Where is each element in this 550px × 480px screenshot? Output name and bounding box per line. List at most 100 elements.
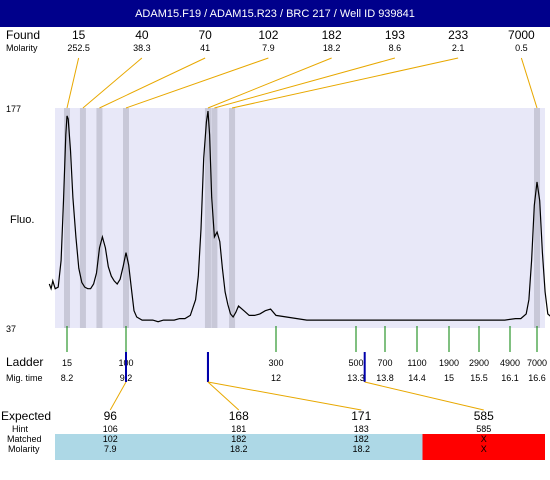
expected-values: 96 168 171 585 — [104, 409, 495, 423]
matched-value: 182 — [231, 434, 246, 444]
ladder-size: 700 — [377, 358, 392, 368]
molarity-label: Molarity — [6, 43, 38, 53]
hint-values: 106 181 183 585 — [103, 424, 492, 434]
found-link — [82, 57, 143, 109]
found-size: 193 — [385, 28, 405, 42]
found-molarity: 18.2 — [323, 43, 341, 53]
found-molarity: 0.5 — [515, 43, 528, 53]
found-molarity: 2.1 — [452, 43, 465, 53]
expected-value: 96 — [104, 409, 118, 423]
found-link — [125, 57, 269, 109]
found-peak-bands — [64, 108, 540, 328]
found-size: 15 — [72, 28, 86, 42]
ladder-size: 2900 — [469, 358, 489, 368]
found-band — [123, 108, 129, 328]
found-peak-links — [66, 57, 538, 109]
expected-value: 168 — [229, 409, 249, 423]
expected-value: 585 — [474, 409, 494, 423]
found-molarity: 7.9 — [262, 43, 275, 53]
found-link — [231, 57, 459, 109]
molarity-value: 18.2 — [352, 444, 370, 454]
found-band — [229, 108, 236, 328]
found-label: Found — [6, 28, 40, 42]
matched-label: Matched — [7, 434, 42, 444]
found-band — [534, 108, 540, 328]
matched-value: X — [481, 434, 487, 444]
matched-cells — [55, 434, 545, 460]
ladder-size: 300 — [268, 358, 283, 368]
ladder-size-labels: 1510030050070011001900290049007000 — [62, 358, 547, 368]
found-molarity: 41 — [200, 43, 210, 53]
found-link — [520, 57, 538, 109]
hint-value: 106 — [103, 424, 118, 434]
ladder-size: 7000 — [527, 358, 547, 368]
ladder-size: 4900 — [500, 358, 520, 368]
found-molarity-labels: 252.5 38.3 41 7.9 18.2 8.6 2.1 0.5 — [67, 43, 527, 53]
plot-area — [55, 108, 545, 328]
ladder-label: Ladder — [6, 355, 43, 369]
hint-value: 181 — [231, 424, 246, 434]
found-size: 233 — [448, 28, 468, 42]
ladder-ticks — [66, 326, 538, 352]
ladder-time: 16.6 — [528, 373, 546, 383]
ladder-size: 500 — [348, 358, 363, 368]
molarity-value: 7.9 — [104, 444, 117, 454]
expected-label: Expected — [1, 409, 51, 423]
found-size: 182 — [322, 28, 342, 42]
hint-value: 585 — [476, 424, 491, 434]
y-min-label: 37 — [6, 324, 16, 334]
ladder-time: 13.8 — [376, 373, 394, 383]
molarity-row-label: Molarity — [8, 444, 40, 454]
found-link — [207, 57, 332, 109]
expected-link — [207, 381, 362, 411]
ladder-time: 15 — [444, 373, 454, 383]
expected-link — [109, 381, 127, 411]
y-max-label: 177 — [6, 104, 21, 114]
window-title: ADAM15.F19 / ADAM15.R23 / BRC 217 / Well… — [0, 0, 550, 27]
found-size: 70 — [198, 28, 212, 42]
found-molarity: 8.6 — [389, 43, 402, 53]
matched-value: 102 — [103, 434, 118, 444]
molarity-values: 7.9 18.2 18.2 X — [104, 444, 487, 454]
found-link — [66, 57, 80, 109]
found-link — [99, 57, 206, 109]
found-size: 40 — [135, 28, 149, 42]
matched-cell — [177, 434, 300, 460]
ladder-size: 1100 — [407, 358, 426, 368]
found-molarity: 252.5 — [67, 43, 90, 53]
matched-cell — [300, 434, 423, 460]
found-link — [214, 57, 396, 109]
found-band — [64, 108, 70, 328]
found-size-labels: 15 40 70 102 182 193 233 7000 — [72, 28, 535, 42]
mig-time-label: Mig. time — [6, 373, 43, 383]
found-band — [79, 108, 86, 328]
ladder-size: 15 — [62, 358, 72, 368]
expected-value: 171 — [351, 409, 371, 423]
matched-values: 102 182 182 X — [103, 434, 487, 444]
expected-link — [364, 381, 484, 411]
expected-link — [207, 381, 240, 411]
fluo-label: Fluo. — [10, 214, 34, 226]
ladder-time: 13.3 — [347, 373, 365, 383]
ladder-size: 1900 — [439, 358, 459, 368]
molarity-value: 18.2 — [230, 444, 248, 454]
found-band — [96, 108, 103, 328]
molarity-value: X — [481, 444, 487, 454]
found-band — [211, 108, 218, 328]
ladder-time: 16.1 — [501, 373, 519, 383]
found-band — [204, 108, 211, 328]
matched-cell — [422, 434, 545, 460]
ladder-time: 12 — [271, 373, 281, 383]
expected-links — [109, 352, 484, 411]
found-size: 102 — [258, 28, 278, 42]
found-size: 7000 — [508, 28, 535, 42]
fluorescence-trace — [48, 111, 550, 323]
ladder-time: 14.4 — [408, 373, 426, 383]
found-molarity: 38.3 — [133, 43, 151, 53]
hint-value: 183 — [354, 424, 369, 434]
ladder-time: 8.2 — [61, 373, 74, 383]
hint-label: Hint — [12, 424, 29, 434]
matched-value: 182 — [354, 434, 369, 444]
